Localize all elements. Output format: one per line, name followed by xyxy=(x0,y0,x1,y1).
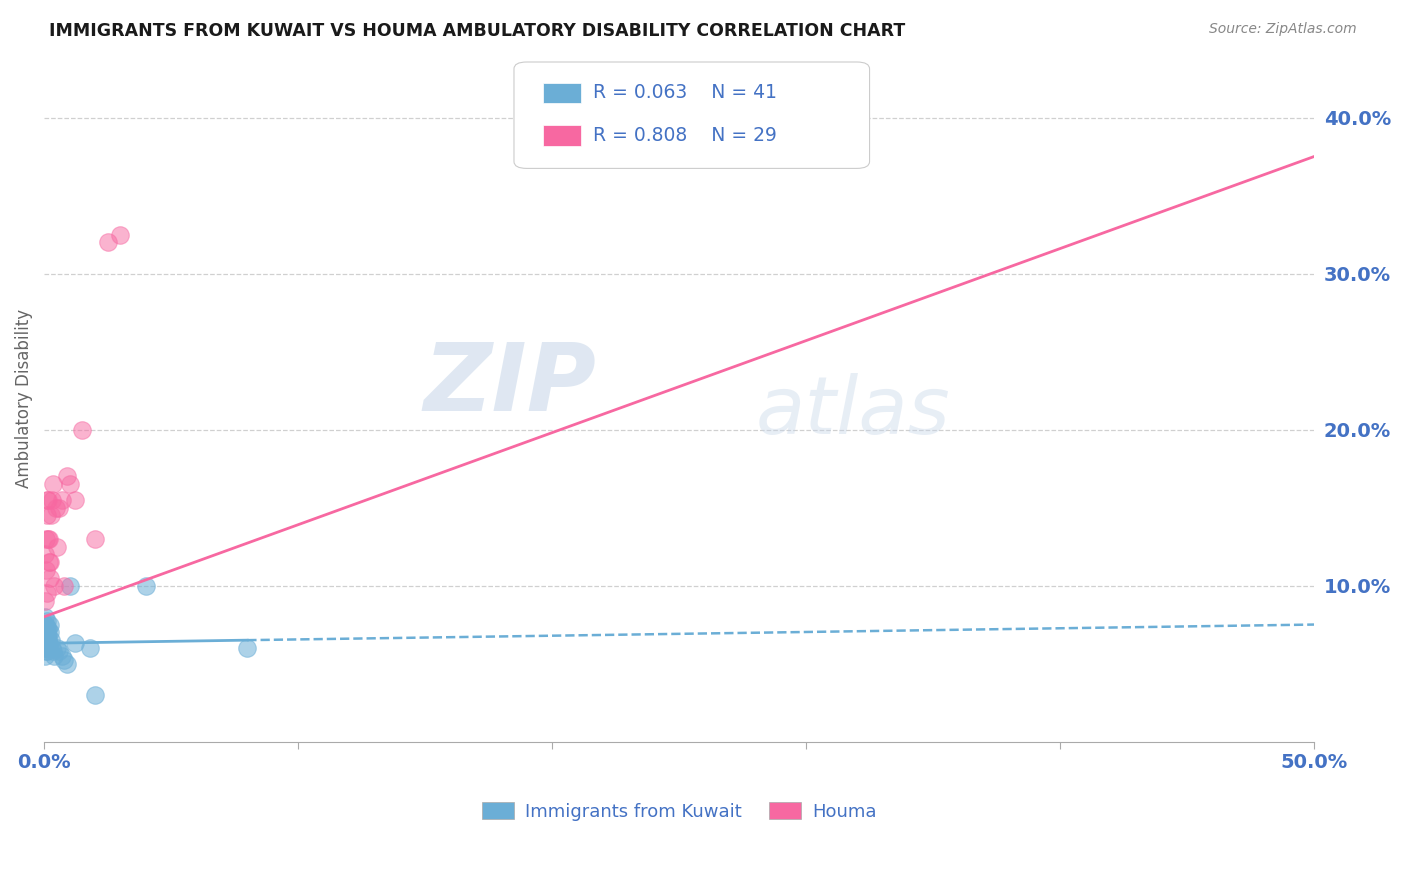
Point xyxy=(53,578,76,592)
Point xyxy=(42,644,65,658)
Point xyxy=(97,235,120,250)
Point xyxy=(34,640,56,655)
Point xyxy=(34,617,56,632)
Point xyxy=(44,578,66,592)
Point xyxy=(41,640,63,655)
Text: IMMIGRANTS FROM KUWAIT VS HOUMA AMBULATORY DISABILITY CORRELATION CHART: IMMIGRANTS FROM KUWAIT VS HOUMA AMBULATO… xyxy=(49,22,905,40)
FancyBboxPatch shape xyxy=(543,125,581,145)
Point xyxy=(236,640,259,655)
Point xyxy=(38,617,60,632)
Point xyxy=(45,640,67,655)
Point xyxy=(39,625,62,640)
Point xyxy=(38,555,60,569)
Point xyxy=(34,609,56,624)
Point xyxy=(41,492,63,507)
Point xyxy=(45,540,67,554)
Point xyxy=(37,633,59,648)
Point xyxy=(42,477,65,491)
Point xyxy=(110,227,132,242)
Point xyxy=(56,469,79,483)
Point xyxy=(37,508,59,523)
Point xyxy=(37,492,59,507)
Point xyxy=(35,532,58,546)
Point xyxy=(135,578,157,592)
Text: atlas: atlas xyxy=(755,373,950,451)
Point xyxy=(35,622,58,636)
Point xyxy=(39,508,62,523)
Point xyxy=(37,621,59,635)
FancyBboxPatch shape xyxy=(515,62,869,169)
Point xyxy=(37,492,59,507)
Text: R = 0.808    N = 29: R = 0.808 N = 29 xyxy=(593,126,776,145)
Point xyxy=(63,492,86,507)
Point xyxy=(58,578,80,592)
Point xyxy=(35,644,58,658)
Point xyxy=(37,622,59,636)
Point xyxy=(35,628,58,642)
Point xyxy=(35,628,58,642)
Point xyxy=(56,657,79,671)
Point xyxy=(38,532,60,546)
Point xyxy=(58,477,80,491)
Point xyxy=(51,492,73,507)
Text: Source: ZipAtlas.com: Source: ZipAtlas.com xyxy=(1209,22,1357,37)
Point xyxy=(38,555,60,569)
Point xyxy=(39,571,62,585)
Point xyxy=(34,633,56,648)
Point xyxy=(39,633,62,648)
Point xyxy=(37,630,59,644)
Text: R = 0.063    N = 41: R = 0.063 N = 41 xyxy=(593,83,776,103)
Text: ZIP: ZIP xyxy=(423,339,596,431)
Point xyxy=(34,594,56,608)
FancyBboxPatch shape xyxy=(543,83,581,103)
Point xyxy=(34,547,56,561)
Point xyxy=(35,563,58,577)
Point xyxy=(84,532,107,546)
Point xyxy=(34,625,56,640)
Point xyxy=(34,648,56,663)
Point xyxy=(35,615,58,629)
Y-axis label: Ambulatory Disability: Ambulatory Disability xyxy=(15,309,32,488)
Point xyxy=(38,640,60,655)
Point xyxy=(48,644,70,658)
Point xyxy=(38,636,60,650)
Point xyxy=(70,423,93,437)
Point xyxy=(35,586,58,600)
Point xyxy=(45,500,67,515)
Point xyxy=(79,640,101,655)
Point xyxy=(84,688,107,702)
Point xyxy=(37,532,59,546)
Point xyxy=(35,638,58,652)
Legend: Immigrants from Kuwait, Houma: Immigrants from Kuwait, Houma xyxy=(474,795,884,828)
Point xyxy=(44,648,66,663)
Point xyxy=(34,640,56,655)
Point xyxy=(37,628,59,642)
Point xyxy=(37,644,59,658)
Point xyxy=(34,633,56,648)
Point xyxy=(53,653,76,667)
Point xyxy=(34,625,56,640)
Point xyxy=(63,636,86,650)
Point xyxy=(48,500,70,515)
Point xyxy=(35,617,58,632)
Point xyxy=(51,648,73,663)
